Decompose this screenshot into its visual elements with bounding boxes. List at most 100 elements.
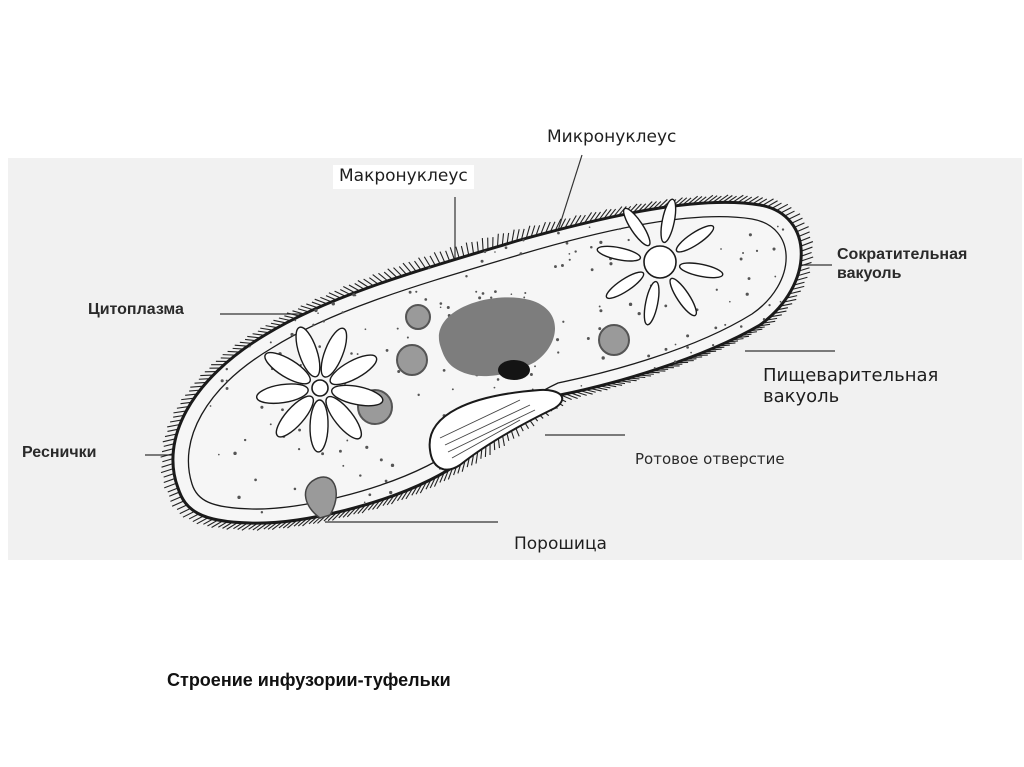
granule <box>772 247 776 251</box>
granule <box>428 267 431 270</box>
granule <box>254 478 257 482</box>
cilium <box>784 210 795 217</box>
granule <box>653 366 656 370</box>
contractile-vacuole-ray <box>295 326 321 378</box>
macronucleus-label: Макронуклеус <box>339 166 468 186</box>
granule <box>451 388 454 391</box>
cilium <box>506 232 510 244</box>
granule <box>281 408 284 412</box>
contractile-vacuole-ray <box>605 271 645 300</box>
granule <box>312 323 315 326</box>
digestive-vacuole-label-line2: вакуоль <box>763 386 840 408</box>
contractile-vacuole-ray <box>596 245 642 262</box>
cilium <box>798 231 810 237</box>
cilium <box>161 448 174 453</box>
figure-caption: Строение инфузории-туфельки <box>167 670 451 690</box>
granule <box>346 439 349 442</box>
cilium <box>173 410 187 414</box>
granule <box>364 328 367 331</box>
cilium <box>169 419 182 423</box>
cilium <box>540 222 546 235</box>
granule <box>243 438 247 442</box>
granule <box>339 449 342 453</box>
cilium <box>163 477 176 484</box>
granule <box>628 302 633 307</box>
granule <box>637 311 641 316</box>
granule <box>317 312 319 314</box>
contractile-vacuole-center <box>311 379 329 397</box>
cilium <box>162 438 176 443</box>
cilium <box>455 246 460 259</box>
digestive-vacuole <box>598 324 630 356</box>
granule <box>720 248 722 250</box>
cilium <box>791 285 805 291</box>
contractile-vacuole-ray <box>309 399 329 453</box>
granule <box>209 405 212 407</box>
granule <box>560 264 564 267</box>
cilium <box>583 212 593 224</box>
granule <box>504 246 508 250</box>
granule <box>601 356 605 360</box>
granule <box>475 290 478 293</box>
cilium <box>383 271 393 280</box>
cilium <box>445 250 451 262</box>
contractile-vacuole-ray <box>264 351 311 385</box>
cilium <box>800 241 814 247</box>
granule <box>557 351 560 354</box>
micronucleus <box>498 360 530 380</box>
cilium <box>418 257 427 269</box>
anal-pore-vacuole <box>304 476 337 519</box>
granule <box>248 345 251 348</box>
cilium <box>496 233 499 247</box>
granule <box>555 338 560 342</box>
granule <box>568 252 571 255</box>
digestive-vacuole <box>405 304 431 330</box>
cilium <box>369 277 379 285</box>
macronucleus-label-box: Макронуклеус <box>333 165 474 189</box>
cilium <box>795 276 808 282</box>
cilium <box>408 261 417 272</box>
cilium <box>160 453 174 458</box>
granule <box>415 290 418 293</box>
granule <box>588 226 591 229</box>
contractile-vacuole-left <box>255 326 384 453</box>
cilium <box>801 246 813 252</box>
cytoplasm-label: Цитоплазма <box>88 301 184 318</box>
cilium <box>530 225 536 238</box>
granule <box>598 327 602 331</box>
granule <box>294 319 297 322</box>
contractile-vacuole-ray <box>675 224 715 253</box>
cilium <box>160 468 174 474</box>
cilium <box>343 286 356 294</box>
cilium <box>799 236 811 242</box>
contractile-vacuole-ray <box>320 327 348 378</box>
contractile-vacuole-ray <box>325 395 363 440</box>
cilium <box>554 218 562 231</box>
granule <box>524 292 527 295</box>
contractile-vacuole-ray <box>643 280 660 326</box>
cilium <box>796 226 809 233</box>
cilium <box>545 221 551 234</box>
granule <box>729 300 731 303</box>
cilium <box>348 284 360 292</box>
contractile-vacuole-ray <box>330 384 384 407</box>
contractile-vacuole-center <box>643 245 677 279</box>
cilium <box>196 517 209 525</box>
granule <box>768 303 771 307</box>
granule <box>354 294 357 297</box>
cilium <box>170 496 182 502</box>
granule <box>562 320 565 323</box>
cilium <box>799 261 812 267</box>
granule <box>522 239 525 242</box>
granule <box>341 311 344 314</box>
granule <box>439 306 442 309</box>
digestive-vacuole-label-line1: Пищеварительная <box>763 365 939 386</box>
granule <box>218 453 220 456</box>
granule <box>417 393 420 397</box>
granule <box>590 268 594 272</box>
cilium <box>800 256 814 262</box>
granule <box>424 298 428 301</box>
cilium <box>481 238 484 252</box>
granule <box>510 293 513 296</box>
granule <box>580 384 583 387</box>
